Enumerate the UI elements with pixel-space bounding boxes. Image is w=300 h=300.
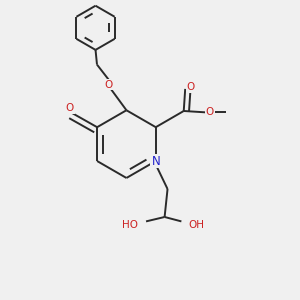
Text: O: O: [206, 106, 214, 117]
Text: N: N: [152, 154, 160, 167]
Text: O: O: [186, 82, 195, 92]
Text: O: O: [66, 103, 74, 113]
Text: O: O: [105, 80, 113, 90]
Text: HO: HO: [122, 220, 138, 230]
Text: OH: OH: [188, 220, 204, 230]
